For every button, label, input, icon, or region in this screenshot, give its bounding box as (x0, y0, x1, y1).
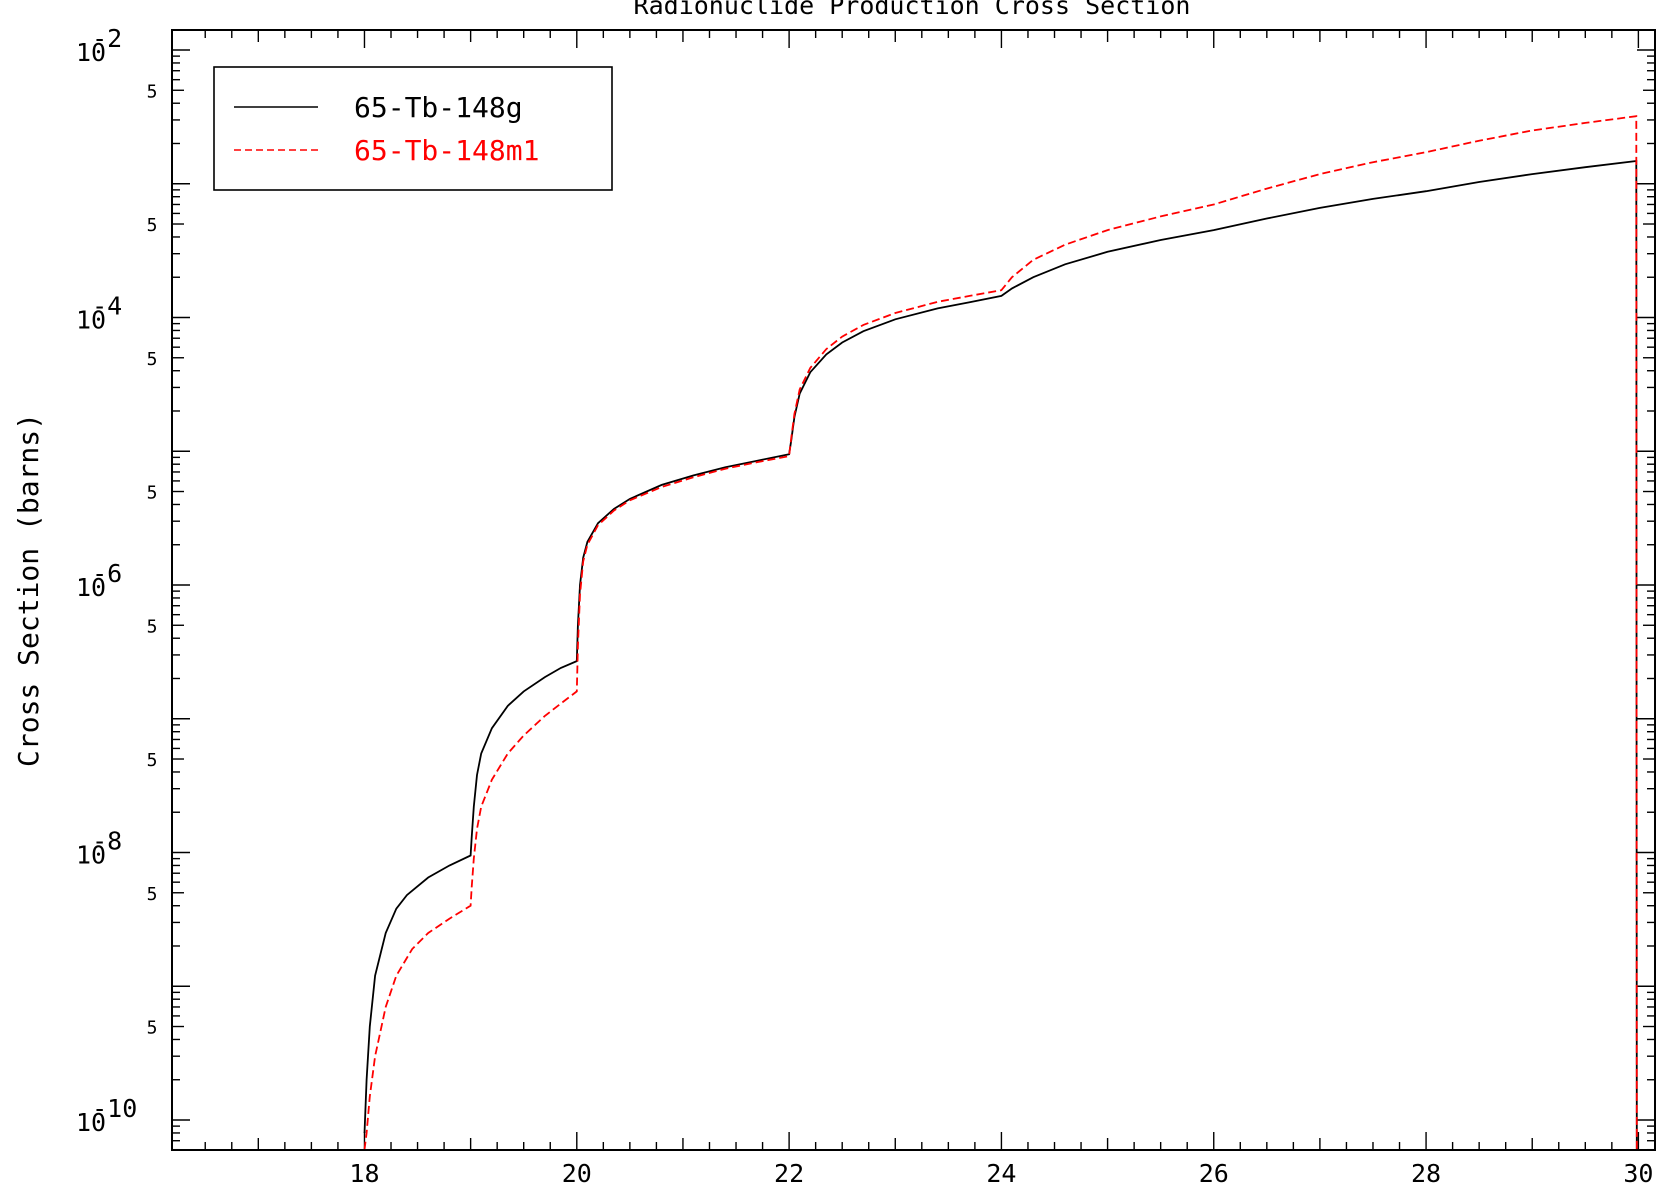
y-axis-label: Cross Section (barns) (12, 413, 45, 767)
x-tick-label: 26 (1199, 1159, 1229, 1188)
y-minor-label: 5 (147, 483, 158, 504)
axis-tick-labels: 18 20 22 24 26 28 30 5 5 5 5 5 5 5 5 10-2 10-4 10-6 10-8 10… (76, 24, 1653, 1188)
legend: 65-Tb-148g 65-Tb-148m1 (213, 66, 613, 191)
legend-box (213, 66, 613, 191)
y-tick-label: 10-4 (76, 292, 122, 335)
y-minor-label: 5 (147, 81, 158, 102)
x-tick-label: 22 (774, 1159, 804, 1188)
axis-ticks (172, 30, 1655, 1151)
legend-label-tb148m1: 65-Tb-148m1 (354, 134, 539, 167)
x-tick-label: 18 (349, 1159, 379, 1188)
y-minor-label: 5 (147, 215, 158, 236)
plot-frame (171, 29, 1656, 1151)
y-tick-label: 10-8 (76, 827, 122, 870)
x-tick-label: 30 (1623, 1159, 1653, 1188)
y-tick-label: 10-6 (76, 559, 122, 602)
x-tick-label: 24 (986, 1159, 1016, 1188)
y-tick-label: 10-10 (76, 1094, 137, 1137)
y-minor-label: 5 (147, 616, 158, 637)
x-tick-label: 28 (1411, 1159, 1441, 1188)
series-line-1 (363, 115, 1639, 1150)
y-minor-label: 5 (147, 1018, 158, 1039)
y-tick-label: 10-2 (76, 24, 122, 67)
series-line-0 (363, 159, 1639, 1150)
y-minor-label: 5 (147, 349, 158, 370)
legend-label-tb148g: 65-Tb-148g (354, 91, 523, 124)
series-lines (363, 115, 1639, 1150)
y-minor-label: 5 (147, 884, 158, 905)
chart-title: Radionuclide Production Cross Section (634, 0, 1191, 20)
x-tick-label: 20 (562, 1159, 592, 1188)
y-minor-label: 5 (147, 750, 158, 771)
